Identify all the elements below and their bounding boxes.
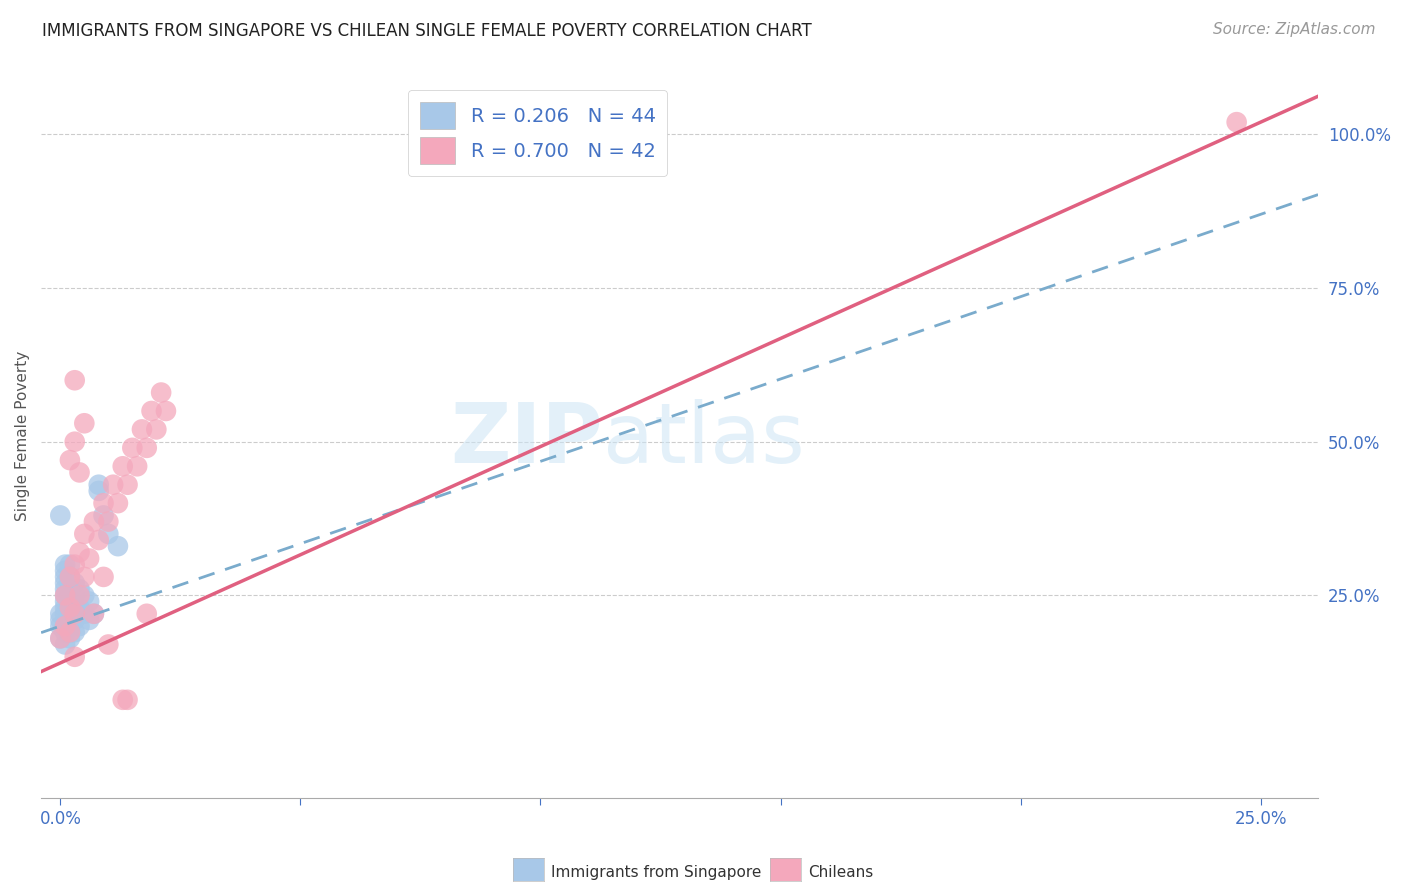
Point bbox=[127, 459, 149, 474]
Point bbox=[73, 588, 96, 602]
Point bbox=[69, 545, 91, 559]
Point bbox=[59, 607, 82, 621]
Point bbox=[63, 558, 86, 572]
Text: atlas: atlas bbox=[603, 399, 804, 480]
Point bbox=[53, 600, 76, 615]
Point bbox=[53, 638, 76, 652]
Point bbox=[59, 600, 82, 615]
Point bbox=[141, 404, 163, 418]
Point bbox=[69, 619, 91, 633]
Point bbox=[53, 619, 76, 633]
Point bbox=[49, 607, 72, 621]
Point bbox=[131, 422, 153, 436]
Point bbox=[93, 508, 115, 523]
Point bbox=[73, 570, 96, 584]
Point bbox=[150, 385, 173, 400]
Point bbox=[59, 558, 82, 572]
Point bbox=[69, 600, 91, 615]
Point bbox=[63, 607, 86, 621]
Point bbox=[93, 570, 115, 584]
Point bbox=[93, 496, 115, 510]
Legend: R = 0.206   N = 44, R = 0.700   N = 42: R = 0.206 N = 44, R = 0.700 N = 42 bbox=[408, 90, 668, 176]
Point bbox=[49, 632, 72, 646]
Text: Source: ZipAtlas.com: Source: ZipAtlas.com bbox=[1212, 22, 1375, 37]
Point bbox=[63, 434, 86, 449]
Point bbox=[1226, 115, 1249, 129]
Point bbox=[77, 613, 100, 627]
Point bbox=[49, 613, 72, 627]
Point bbox=[59, 625, 82, 640]
Point bbox=[53, 570, 76, 584]
Point bbox=[53, 588, 76, 602]
Point bbox=[73, 527, 96, 541]
Point bbox=[53, 594, 76, 608]
Point bbox=[63, 588, 86, 602]
Point bbox=[49, 508, 72, 523]
Point bbox=[155, 404, 177, 418]
Text: Immigrants from Singapore: Immigrants from Singapore bbox=[551, 865, 762, 880]
Point bbox=[59, 570, 82, 584]
Point bbox=[59, 576, 82, 591]
Point bbox=[59, 625, 82, 640]
Point bbox=[53, 582, 76, 597]
Point bbox=[107, 539, 129, 553]
Point bbox=[73, 607, 96, 621]
Point bbox=[111, 693, 134, 707]
Point bbox=[111, 459, 134, 474]
Point bbox=[135, 607, 157, 621]
Point bbox=[63, 649, 86, 664]
Point bbox=[83, 607, 105, 621]
Point bbox=[69, 466, 91, 480]
Point bbox=[97, 527, 120, 541]
Point bbox=[145, 422, 167, 436]
Point bbox=[49, 619, 72, 633]
Text: Chileans: Chileans bbox=[808, 865, 873, 880]
Point bbox=[63, 576, 86, 591]
Point bbox=[101, 477, 124, 491]
Point bbox=[53, 607, 76, 621]
Point bbox=[59, 632, 82, 646]
Point bbox=[83, 607, 105, 621]
Point bbox=[63, 373, 86, 387]
Point bbox=[107, 496, 129, 510]
Point bbox=[53, 576, 76, 591]
Point bbox=[97, 638, 120, 652]
Point bbox=[63, 625, 86, 640]
Text: IMMIGRANTS FROM SINGAPORE VS CHILEAN SINGLE FEMALE POVERTY CORRELATION CHART: IMMIGRANTS FROM SINGAPORE VS CHILEAN SIN… bbox=[42, 22, 811, 40]
Point bbox=[135, 441, 157, 455]
Point bbox=[53, 564, 76, 578]
Point bbox=[63, 600, 86, 615]
Point bbox=[69, 588, 91, 602]
Text: ZIP: ZIP bbox=[450, 399, 603, 480]
Point bbox=[87, 483, 110, 498]
Point bbox=[53, 619, 76, 633]
Point bbox=[87, 477, 110, 491]
Y-axis label: Single Female Poverty: Single Female Poverty bbox=[15, 351, 30, 521]
Point bbox=[77, 551, 100, 566]
Point bbox=[59, 588, 82, 602]
Point bbox=[53, 625, 76, 640]
Point bbox=[53, 588, 76, 602]
Point bbox=[49, 632, 72, 646]
Point bbox=[59, 570, 82, 584]
Point bbox=[59, 453, 82, 467]
Point bbox=[121, 441, 143, 455]
Point bbox=[59, 600, 82, 615]
Point bbox=[87, 533, 110, 547]
Point bbox=[53, 558, 76, 572]
Point bbox=[83, 515, 105, 529]
Point bbox=[117, 693, 139, 707]
Point bbox=[97, 515, 120, 529]
Point bbox=[73, 417, 96, 431]
Point bbox=[77, 594, 100, 608]
Point bbox=[63, 613, 86, 627]
Point bbox=[117, 477, 139, 491]
Point bbox=[69, 582, 91, 597]
Point bbox=[59, 619, 82, 633]
